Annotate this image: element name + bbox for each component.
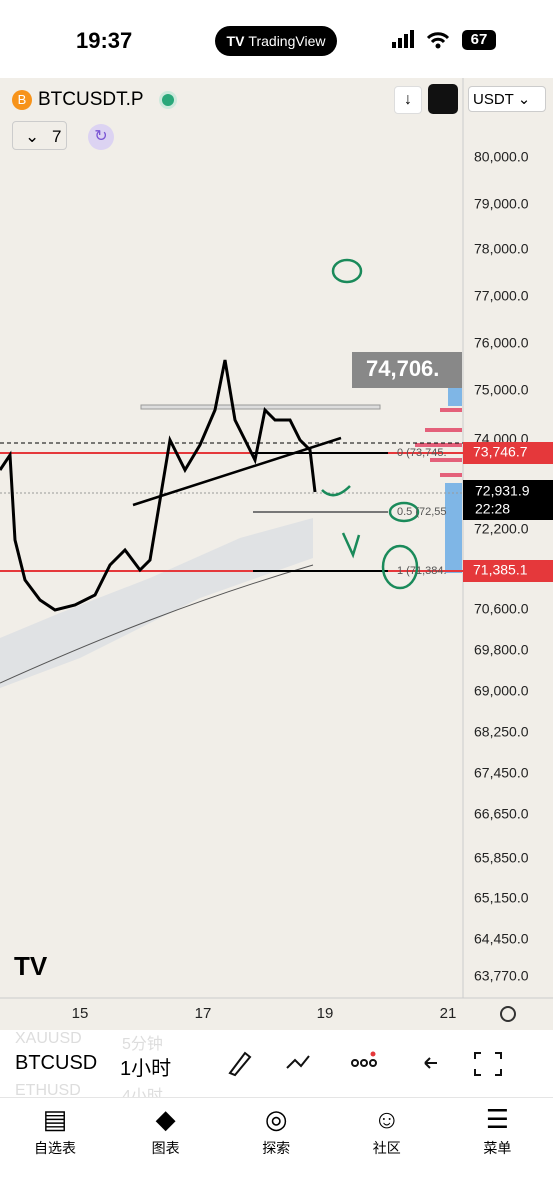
fib-label: 0 (73,745. — [397, 447, 447, 459]
symbol[interactable]: BTCUSDT.P — [38, 89, 144, 110]
time: 19:37 — [76, 28, 133, 53]
status-bar: 19:37 TV TradingView 67 — [0, 0, 553, 78]
status-dot — [161, 94, 174, 106]
price-label: 80,000.0 — [474, 149, 529, 165]
price-label: 70,600.0 — [474, 601, 529, 617]
tab-label: 自选表 — [34, 1140, 76, 1156]
currency: USDT — [473, 91, 514, 108]
currency-select[interactable]: USDT ⌄ — [468, 86, 546, 112]
price-label: 69,800.0 — [474, 642, 529, 658]
price-label: 72,200.0 — [474, 521, 529, 537]
tab[interactable]: ◆ 图表 — [111, 1104, 221, 1158]
chart-area: 74,706. 0 (73,745. 0.5 (72,55 1 (71,384. 8… — [0, 78, 553, 1030]
price-label: 65,150.0 — [474, 890, 529, 906]
price-label: 79,000.0 — [474, 196, 529, 212]
app-name: TradingView — [248, 33, 326, 49]
sync-icon[interactable]: ↻ — [88, 124, 114, 150]
signal-icons — [392, 30, 450, 49]
settings-icon[interactable] — [500, 1006, 516, 1022]
tab-icon: ☰ — [485, 1104, 510, 1134]
indicator-count: 7 — [51, 127, 62, 146]
price-label: 68,250.0 — [474, 724, 529, 740]
price-label: 76,000.0 — [474, 335, 529, 351]
price-label: 75,000.0 — [474, 382, 529, 398]
tab-icon: ☺ — [373, 1104, 401, 1134]
interval[interactable]: 1小时 — [120, 1058, 172, 1080]
tab[interactable]: ☺ 社区 — [332, 1104, 442, 1158]
fullscreen-button[interactable] — [428, 84, 458, 114]
symbol-row: B BTCUSDT.P — [12, 88, 174, 112]
countdown: 22:28 — [475, 501, 510, 517]
price-label: 63,770.0 — [474, 968, 529, 984]
tab-icon: ◆ — [155, 1104, 176, 1134]
ghost-interval: 5分钟 — [122, 1036, 163, 1053]
price-label: 66,650.0 — [474, 806, 529, 822]
tab-label: 菜单 — [483, 1140, 512, 1156]
price-label: 67,450.0 — [474, 765, 529, 781]
tab-label: 社区 — [372, 1140, 401, 1156]
price-label: 65,850.0 — [474, 850, 529, 866]
callout: 74,706. — [366, 356, 439, 381]
tab[interactable]: ▤ 自选表 — [0, 1104, 110, 1158]
tab-label: 探索 — [262, 1140, 291, 1156]
tool-icons[interactable] — [225, 1048, 525, 1078]
ghost-symbol: ETHUSD — [15, 1082, 81, 1099]
fib-label: 1 (71,384. — [397, 565, 447, 577]
tab-label: 图表 — [151, 1140, 180, 1156]
tab[interactable]: ☰ 菜单 — [442, 1104, 552, 1158]
x-label: 15 — [72, 1005, 89, 1022]
symbol[interactable]: BTCUSD — [15, 1052, 98, 1074]
upper-price-tag: 73,746.7 — [473, 444, 528, 460]
price-label: 77,000.0 — [474, 288, 529, 304]
down-button[interactable]: ↓ — [394, 86, 422, 114]
lower-price-tag: 71,385.1 — [473, 562, 528, 578]
x-label: 17 — [195, 1005, 212, 1022]
price-label: 78,000.0 — [474, 241, 529, 257]
x-label: 21 — [440, 1005, 457, 1022]
tab-icon: ▤ — [42, 1104, 68, 1134]
btc-icon: B — [12, 90, 32, 110]
price-label: 69,000.0 — [474, 683, 529, 699]
indicator-toggle[interactable]: ⌄ 7 — [12, 121, 67, 150]
ghost-symbol: XAUUSD — [15, 1030, 82, 1047]
last-price: 72,931.9 — [475, 483, 530, 499]
tab-bar: ▤ 自选表 ◆ 图表 ◎ 探索 ☺ 社区 ☰ 菜单 — [0, 1097, 553, 1201]
tab[interactable]: ◎ 探索 — [221, 1104, 331, 1158]
tv-logo: TV — [14, 951, 48, 981]
x-label: 19 — [317, 1005, 334, 1022]
tab-icon: ◎ — [264, 1104, 288, 1134]
fib-label: 0.5 (72,55 — [397, 506, 447, 518]
app-pill: TV TradingView — [215, 26, 337, 56]
battery: 67 — [462, 30, 496, 50]
toolbar: XAUUSD 5分钟 BTCUSD 1小时 ETHUSD 4小时 — [0, 1030, 553, 1105]
price-label: 64,450.0 — [474, 931, 529, 947]
